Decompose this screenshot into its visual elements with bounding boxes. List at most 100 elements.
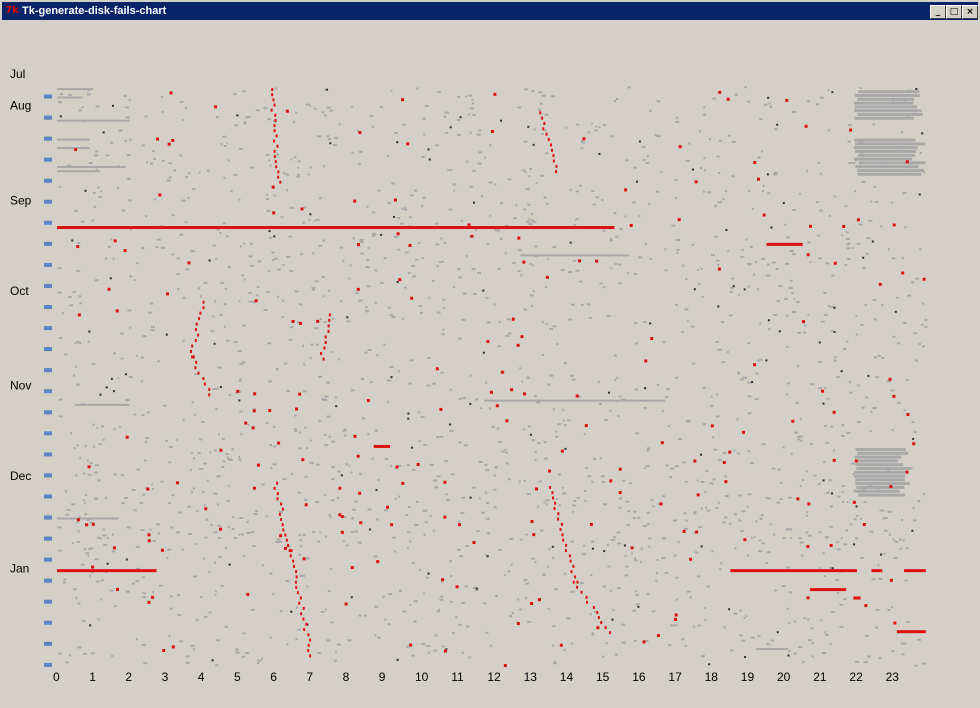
event-dot: [860, 517, 863, 520]
event-dot: [504, 252, 507, 255]
event-dot: [179, 233, 184, 236]
fail-dot: [175, 481, 179, 485]
event-dot: [494, 466, 498, 469]
event-dot: [292, 121, 295, 124]
event-dot: [640, 547, 643, 550]
event-dot: [789, 279, 793, 282]
event-dot: [222, 135, 227, 138]
event-dot: [739, 530, 744, 533]
event-dot: [718, 171, 721, 174]
event-dot: [879, 509, 882, 512]
event-dot: [61, 312, 64, 315]
event-dot: [293, 156, 297, 159]
event-dot: [902, 539, 905, 542]
event-dot: [887, 510, 892, 513]
event-dot: [863, 661, 868, 664]
event-dot: [324, 444, 329, 447]
event-dot: [212, 388, 217, 391]
week-marker: [44, 452, 52, 457]
event-dot: [823, 313, 828, 316]
fail-dot: [91, 565, 95, 569]
fail-dot: [236, 389, 240, 393]
event-dot: [786, 607, 789, 610]
fail-dot: [486, 339, 490, 343]
event-dot: [739, 634, 744, 637]
close-button[interactable]: ×: [962, 5, 978, 19]
event-dot: [607, 565, 611, 568]
event-dot: [661, 557, 666, 560]
event-dot: [296, 173, 300, 176]
event-dot: [745, 615, 748, 618]
event-dot: [102, 534, 107, 537]
title-bar[interactable]: 7k Tk-generate-disk-fails-chart _ □ ×: [2, 2, 978, 20]
event-dot: [857, 384, 860, 387]
event-dot: [834, 195, 837, 198]
event-dot: [246, 531, 251, 534]
event-dot: [907, 294, 912, 297]
event-dot: [629, 482, 633, 485]
event-dot: [683, 527, 688, 530]
minimize-button[interactable]: _: [930, 5, 946, 19]
event-dot: [848, 381, 851, 384]
event-dot-dark: [725, 229, 728, 232]
event-dot: [298, 447, 302, 450]
event-dot: [135, 545, 140, 548]
event-dot: [555, 430, 558, 433]
event-dot: [314, 280, 319, 283]
event-dot: [69, 654, 72, 657]
event-dot: [81, 619, 86, 622]
event-dot: [656, 383, 659, 386]
event-dot: [618, 263, 622, 266]
fail-dot: [254, 299, 258, 303]
fail-dot: [301, 458, 305, 462]
event-dot: [575, 190, 579, 193]
fail-dot: [467, 223, 471, 227]
fail-dot: [386, 505, 390, 509]
maximize-button[interactable]: □: [946, 5, 962, 19]
event-dot: [531, 212, 534, 215]
fail-dot: [852, 500, 856, 504]
event-dot: [924, 319, 928, 322]
event-dot: [638, 256, 643, 259]
event-dot-dark: [236, 114, 239, 117]
event-dot: [765, 562, 769, 565]
event-dot: [748, 190, 751, 193]
event-dot: [493, 488, 497, 491]
event-dot: [731, 175, 735, 178]
fail-dot: [630, 546, 634, 550]
event-dot: [321, 398, 325, 401]
event-dot: [185, 655, 190, 658]
event-dot: [330, 350, 333, 353]
fail-dot: [516, 343, 520, 347]
fail-dot: [160, 548, 164, 552]
event-dot: [323, 165, 326, 168]
fail-dot: [568, 554, 571, 558]
event-dot: [686, 590, 691, 593]
event-dot: [426, 645, 431, 648]
event-dot: [494, 183, 497, 186]
event-dot: [409, 540, 412, 543]
chart-background-events: [57, 86, 928, 667]
event-dot: [769, 105, 773, 108]
event-dot: [570, 540, 574, 543]
event-dot-dark: [569, 241, 572, 244]
event-dot: [192, 188, 196, 191]
fail-dot: [214, 105, 218, 109]
event-dot: [423, 592, 426, 595]
event-dot: [57, 549, 62, 552]
fail-dot: [724, 480, 728, 484]
event-dot: [509, 537, 514, 540]
fail-dot: [219, 448, 223, 452]
event-dot: [216, 503, 219, 506]
event-dot: [493, 506, 497, 509]
event-dot: [78, 341, 82, 344]
event-dot: [887, 113, 890, 116]
event-dot: [306, 447, 309, 450]
event-dot: [354, 500, 358, 503]
event-dot: [324, 88, 327, 91]
event-dot: [543, 441, 547, 444]
event-dot: [135, 638, 138, 641]
event-dot: [859, 87, 862, 90]
hour-tick-label: 1: [89, 670, 96, 684]
fail-dot: [511, 317, 515, 321]
